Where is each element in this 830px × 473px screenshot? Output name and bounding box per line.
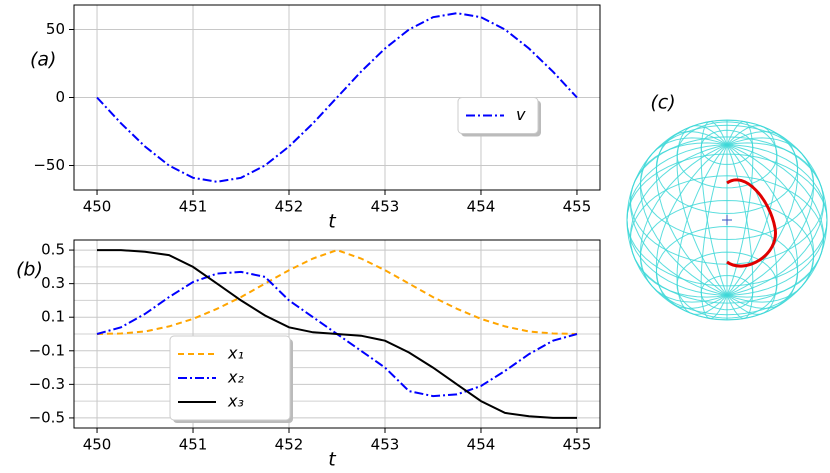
sphere — [626, 119, 828, 321]
x-tick-label: 450 — [83, 436, 112, 454]
series-line — [96, 249, 578, 335]
x-tick-label: 452 — [275, 436, 304, 454]
longitude-line — [700, 120, 754, 320]
longitude-line — [639, 137, 815, 303]
y-tick-label: 0.1 — [41, 308, 65, 326]
y-tick-label: −0.3 — [29, 375, 65, 393]
trajectory — [726, 178, 777, 268]
y-tick-label: 50 — [46, 20, 65, 38]
longitude-line — [700, 120, 754, 320]
longitude-line — [655, 131, 799, 309]
y-tick-label: 0.3 — [41, 274, 65, 292]
x-tick-label: 455 — [563, 436, 592, 454]
series-line — [96, 12, 578, 183]
legend-label: v — [516, 105, 526, 124]
longitude-line — [629, 142, 825, 298]
panel-label: (c) — [650, 92, 675, 114]
center-mark — [722, 215, 732, 225]
longitude-line — [655, 131, 799, 309]
x-axis-label: t — [328, 449, 337, 471]
x-tick-label: 452 — [275, 198, 304, 216]
y-tick-label: −0.5 — [29, 408, 65, 426]
x-tick-label: 451 — [179, 436, 208, 454]
panel-label: (a) — [30, 49, 56, 71]
x-tick-label: 451 — [179, 198, 208, 216]
longitude-line — [676, 125, 778, 315]
x-tick-label: 454 — [467, 198, 496, 216]
panel-label: (b) — [16, 259, 43, 281]
longitude-line — [639, 137, 815, 303]
x-tick-label: 455 — [563, 198, 592, 216]
x-axis-label: t — [328, 211, 337, 233]
y-tick-label: 0 — [55, 88, 65, 106]
legend-label: x₁ — [227, 344, 244, 363]
legend-label: x₂ — [227, 368, 244, 387]
y-tick-label: −0.1 — [29, 341, 65, 359]
y-tick-label: −50 — [33, 156, 65, 174]
x-tick-label: 454 — [467, 436, 496, 454]
series-line — [97, 249, 577, 419]
x-tick-label: 450 — [83, 198, 112, 216]
x-tick-label: 453 — [371, 198, 400, 216]
legend-box — [457, 97, 539, 134]
legend-label: x₃ — [227, 392, 244, 411]
sphere-outline — [626, 119, 828, 321]
legend-box — [169, 335, 291, 421]
y-tick-label: 0.5 — [41, 241, 65, 259]
plot-frame — [73, 4, 601, 191]
x-tick-label: 453 — [371, 436, 400, 454]
plot-frame — [73, 239, 601, 429]
